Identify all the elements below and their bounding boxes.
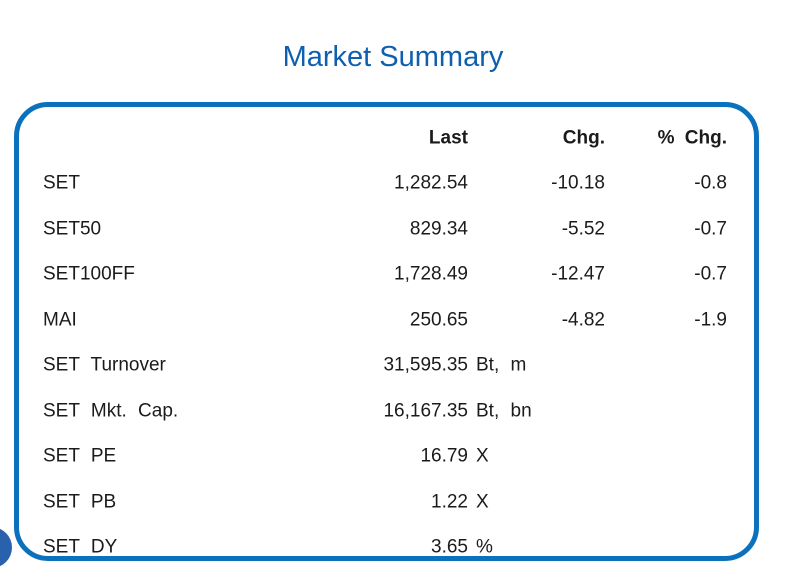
row-last-value: 1,728.49 — [394, 263, 468, 285]
row-unit: % — [476, 536, 493, 558]
row-label: SET Turnover — [43, 354, 166, 376]
table-row-set-dy: SET DY 3.65 % — [19, 525, 754, 571]
row-chg-value: -10.18 — [551, 172, 605, 194]
row-label: SET PB — [43, 491, 117, 513]
column-header-pct-chg: % Chg. — [657, 127, 727, 149]
row-label: MAI — [43, 309, 77, 331]
row-last-value: 31,595.35 — [383, 354, 468, 376]
row-chg-value: -4.82 — [561, 309, 605, 331]
row-unit: Bt, m — [476, 354, 527, 376]
table-row-set-turnover: SET Turnover 31,595.35 Bt, m — [19, 343, 754, 389]
corner-circle-decoration — [0, 527, 12, 568]
row-chg-value: -5.52 — [561, 218, 605, 240]
table-row-set100ff: SET100FF 1,728.49 -12.47 -0.7 — [19, 252, 754, 298]
row-last-value: 1,282.54 — [394, 172, 468, 194]
row-unit: X — [476, 491, 489, 513]
row-last-value: 3.65 — [431, 536, 468, 558]
row-label: SET100FF — [43, 263, 135, 285]
row-last-value: 250.65 — [409, 309, 468, 331]
row-chg-value: -12.47 — [551, 263, 605, 285]
row-pct-chg-value: -0.7 — [694, 218, 727, 240]
market-summary-panel: Last Chg. % Chg. SET 1,282.54 -10.18 -0.… — [14, 102, 759, 561]
row-last-value: 16,167.35 — [383, 400, 468, 422]
table-row-set50: SET50 829.34 -5.52 -0.7 — [19, 206, 754, 252]
row-label: SET50 — [43, 218, 102, 240]
row-unit: X — [476, 445, 489, 467]
row-label: SET PE — [43, 445, 117, 467]
table-row-set: SET 1,282.54 -10.18 -0.8 — [19, 161, 754, 207]
market-summary-table: Last Chg. % Chg. SET 1,282.54 -10.18 -0.… — [19, 115, 754, 570]
row-pct-chg-value: -1.9 — [694, 309, 727, 331]
row-last-value: 1.22 — [431, 491, 468, 513]
row-last-value: 16.79 — [420, 445, 468, 467]
row-label: SET — [43, 172, 80, 194]
column-header-chg: Chg. — [562, 127, 605, 149]
row-last-value: 829.34 — [409, 218, 468, 240]
table-header-row: Last Chg. % Chg. — [19, 115, 754, 161]
table-row-set-pb: SET PB 1.22 X — [19, 479, 754, 525]
row-pct-chg-value: -0.7 — [694, 263, 727, 285]
row-unit: Bt, bn — [476, 400, 532, 422]
column-header-last: Last — [428, 127, 468, 149]
row-label: SET Mkt. Cap. — [43, 400, 179, 422]
row-pct-chg-value: -0.8 — [694, 172, 727, 194]
table-row-set-mkt-cap: SET Mkt. Cap. 16,167.35 Bt, bn — [19, 388, 754, 434]
page-title: Market Summary — [282, 41, 504, 73]
table-row-mai: MAI 250.65 -4.82 -1.9 — [19, 297, 754, 343]
table-row-set-pe: SET PE 16.79 X — [19, 434, 754, 480]
row-label: SET DY — [43, 536, 118, 558]
